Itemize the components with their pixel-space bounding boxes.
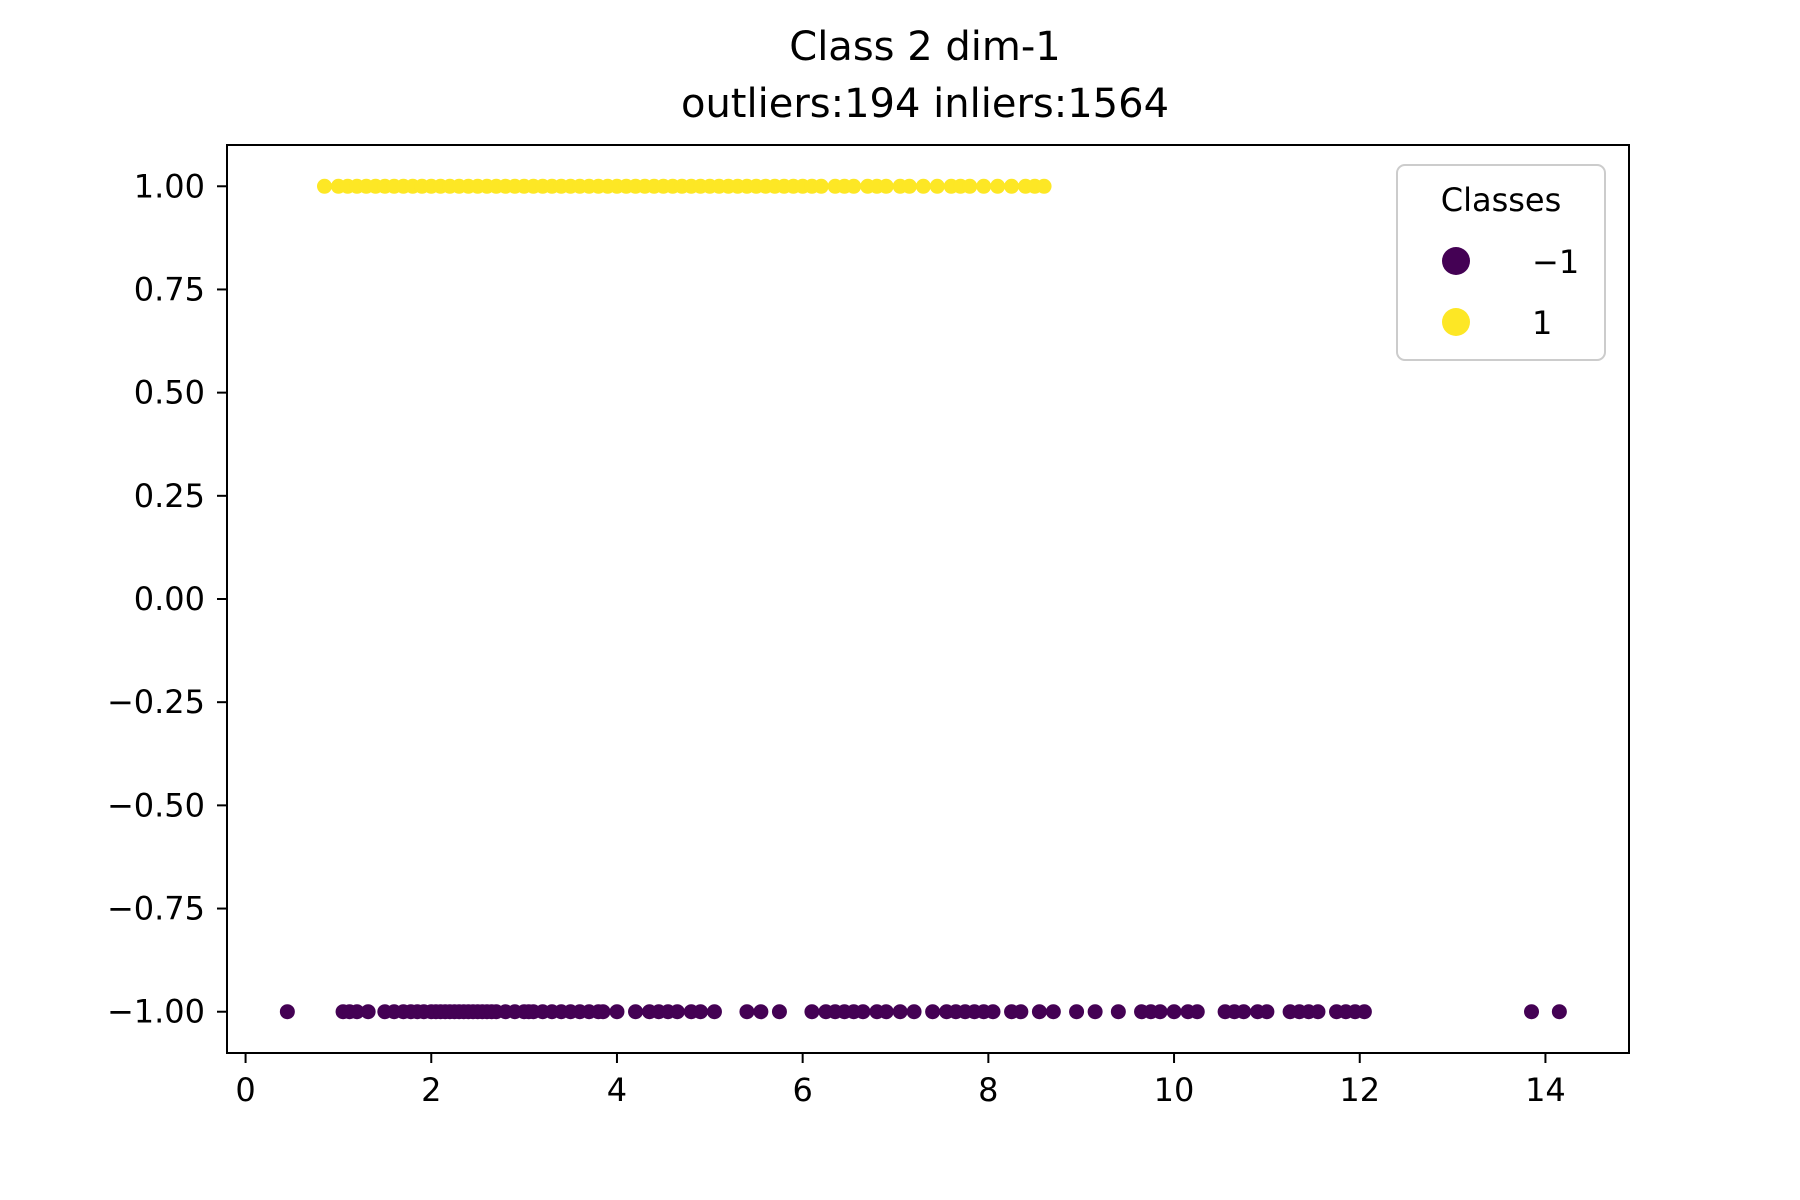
- y-tick-label: 0.00: [134, 580, 205, 618]
- data-point: [855, 1004, 871, 1020]
- y-tick-label: 0.25: [134, 477, 205, 515]
- data-point: [739, 1004, 755, 1020]
- data-point: [1356, 1004, 1372, 1020]
- data-point: [279, 1004, 295, 1020]
- data-point: [1524, 1004, 1540, 1020]
- legend-label-neg1: −1: [1532, 243, 1579, 281]
- data-point: [693, 1004, 709, 1020]
- x-axis: 0 2 4 6 8 10 12 14: [235, 1053, 1566, 1109]
- x-tick-label: 4: [607, 1071, 627, 1109]
- x-tick-label: 6: [792, 1071, 812, 1109]
- data-point: [985, 1004, 1001, 1020]
- data-point: [813, 178, 829, 194]
- plot-area: [279, 178, 1567, 1020]
- data-point: [1166, 1004, 1182, 1020]
- legend-marker-pos1: [1442, 308, 1470, 336]
- series-class-pos1: [316, 178, 1052, 194]
- data-point: [753, 1004, 769, 1020]
- data-point: [925, 1004, 941, 1020]
- data-point: [915, 178, 931, 194]
- series-class-neg1: [279, 1004, 1567, 1020]
- data-point: [1236, 1004, 1252, 1020]
- x-tick-label: 2: [421, 1071, 441, 1109]
- x-tick-label: 14: [1525, 1071, 1566, 1109]
- legend-marker-neg1: [1442, 247, 1470, 275]
- data-point: [1045, 1004, 1061, 1020]
- data-point: [1189, 1004, 1205, 1020]
- data-point: [595, 1004, 611, 1020]
- data-point: [1069, 1004, 1085, 1020]
- legend: Classes −1 1: [1396, 164, 1606, 361]
- data-point: [349, 1004, 365, 1020]
- data-point: [1004, 178, 1020, 194]
- data-point: [1152, 1004, 1168, 1020]
- data-point: [360, 1004, 376, 1020]
- data-point: [1031, 1004, 1047, 1020]
- data-point: [1013, 1004, 1029, 1020]
- data-point: [878, 1004, 894, 1020]
- data-point: [1087, 1004, 1103, 1020]
- y-tick-label: 0.50: [134, 374, 205, 412]
- y-axis: 1.00 0.75 0.50 0.25 0.00 −0.25 −0.50 −0.75 −1.00: [107, 167, 227, 1031]
- y-tick-label: −0.25: [107, 683, 205, 721]
- plot-frame: [226, 144, 1630, 1054]
- data-point: [804, 1004, 820, 1020]
- chart-subtitle: outliers:194 inliers:1564: [681, 81, 1169, 127]
- data-point: [929, 178, 945, 194]
- chart-title: Class 2 dim-1: [789, 24, 1060, 70]
- y-tick-label: −0.50: [107, 786, 205, 824]
- data-point: [878, 178, 894, 194]
- legend-label-pos1: 1: [1532, 304, 1552, 342]
- data-point: [846, 178, 862, 194]
- x-tick-label: 12: [1339, 1071, 1380, 1109]
- y-tick-label: −1.00: [107, 993, 205, 1031]
- data-point: [316, 178, 332, 194]
- data-point: [609, 1004, 625, 1020]
- data-point: [706, 1004, 722, 1020]
- x-tick-label: 10: [1154, 1071, 1195, 1109]
- data-point: [1310, 1004, 1326, 1020]
- data-point: [1036, 178, 1052, 194]
- data-point: [976, 178, 992, 194]
- y-tick-label: −0.75: [107, 890, 205, 928]
- data-point: [901, 178, 917, 194]
- data-point: [962, 178, 978, 194]
- x-tick-label: 8: [978, 1071, 998, 1109]
- data-point: [1110, 1004, 1126, 1020]
- y-tick-label: 0.75: [134, 270, 205, 308]
- data-point: [771, 1004, 787, 1020]
- data-point: [1259, 1004, 1275, 1020]
- legend-title: Classes: [1441, 181, 1562, 219]
- y-tick-label: 1.00: [134, 167, 205, 205]
- data-point: [906, 1004, 922, 1020]
- x-tick-label: 0: [235, 1071, 255, 1109]
- data-point: [1551, 1004, 1567, 1020]
- data-point: [669, 1004, 685, 1020]
- data-point: [990, 178, 1006, 194]
- data-point: [892, 1004, 908, 1020]
- data-point: [628, 1004, 644, 1020]
